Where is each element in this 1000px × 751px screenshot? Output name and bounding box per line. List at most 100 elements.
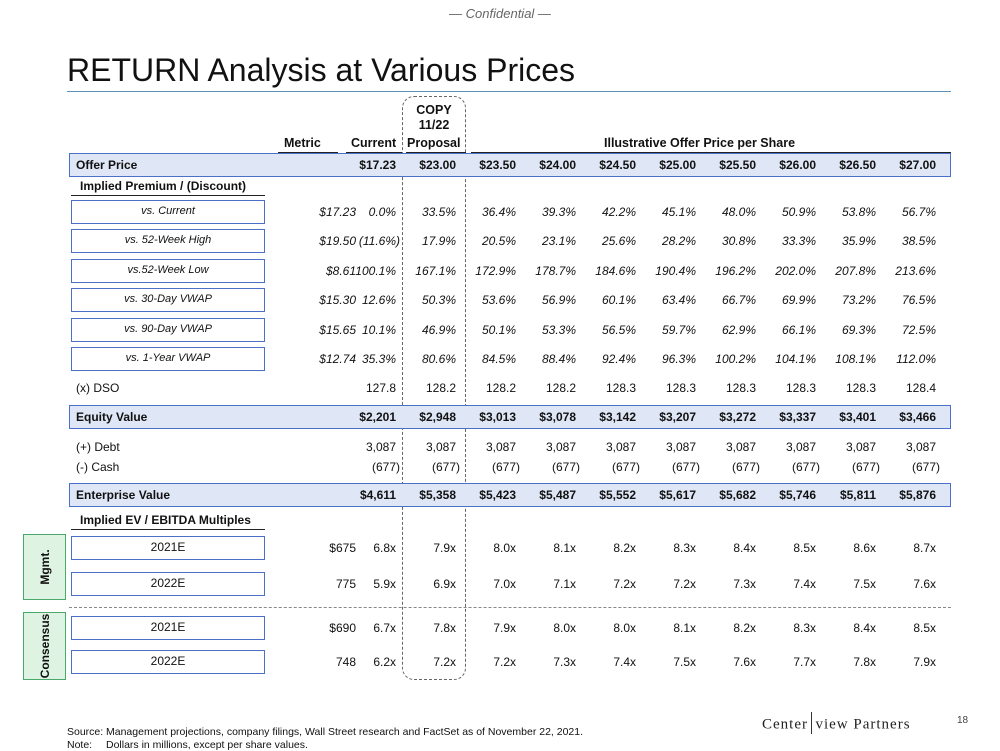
proposal-highlight-box (402, 96, 466, 680)
cell: 7.0x (493, 577, 516, 591)
enterprise-value-row: Enterprise Value $4,611 $5,358 $5,423 $5… (0, 483, 1000, 507)
cell: 53.6% (481, 293, 516, 307)
cell: 56.5% (601, 323, 636, 337)
cell: 3,087 (485, 440, 516, 454)
cell: $3,466 (899, 410, 936, 424)
source-text: Management projections, company filings,… (106, 726, 584, 738)
cell: $5,617 (659, 488, 696, 502)
cell: 30.8% (721, 234, 756, 248)
cell: 63.4% (661, 293, 696, 307)
cell: 80.6% (421, 352, 456, 366)
cell: 3,087 (365, 440, 396, 454)
cell: 213.6% (895, 264, 936, 278)
cell: 207.8% (835, 264, 876, 278)
cell: 42.2% (601, 205, 636, 219)
cell: 3,087 (425, 440, 456, 454)
cell: 50.3% (421, 293, 456, 307)
cell: $26.00 (779, 158, 816, 172)
cell: 8.2x (733, 621, 756, 635)
cell: (11.6%) (358, 234, 400, 248)
cell: 36.4% (481, 205, 516, 219)
premium-section-label: Implied Premium / (Discount) (80, 179, 247, 193)
table-row: 775 5.9x 6.9x 7.0x 7.1x 7.2x 7.2x 7.3x 7.4x 7.5x 7… (0, 572, 1000, 596)
table-row: $12.74 35.3% 80.6% 84.5% 88.4% 92.4% 96.3% 100.… (0, 347, 1000, 371)
cell: 128.3 (785, 381, 816, 395)
cell: 3,087 (725, 440, 756, 454)
cell: $3,207 (659, 410, 696, 424)
cell: 8.5x (793, 541, 816, 555)
cell: 8.2x (613, 541, 636, 555)
row-label-box: vs. 30-Day VWAP (71, 288, 265, 312)
cell: 128.2 (485, 381, 516, 395)
cell: 25.6% (601, 234, 636, 248)
mgmt-group-box: Mgmt. (23, 534, 66, 600)
metric-cell: 775 (335, 577, 356, 591)
current-header: Current (351, 136, 397, 150)
cell: 128.4 (905, 381, 936, 395)
cell: 17.9% (421, 234, 456, 248)
cell: 7.6x (913, 577, 936, 591)
table-row: $19.50 (11.6%) 17.9% 20.5% 23.1% 25.6% 28.2% 30… (0, 229, 1000, 253)
cell: 8.0x (553, 621, 576, 635)
cell: 167.1% (415, 264, 456, 278)
dso-label: (x) DSO (76, 381, 120, 395)
title-rule (67, 91, 951, 92)
cell: 178.7% (535, 264, 576, 278)
premium-section-rule (71, 195, 265, 196)
cell: 96.3% (661, 352, 696, 366)
cell: 5.9x (373, 577, 396, 591)
cell: (677) (851, 460, 880, 474)
cell: 45.1% (661, 205, 696, 219)
metric-cell: $15.30 (319, 293, 356, 307)
cell: $3,142 (599, 410, 636, 424)
cell: 8.1x (673, 621, 696, 635)
cell: (677) (491, 460, 520, 474)
cell: (677) (611, 460, 640, 474)
cell: $17.23 (359, 158, 396, 172)
cell: 56.9% (541, 293, 576, 307)
cell: 84.5% (481, 352, 516, 366)
logo-divider (810, 712, 813, 734)
cell: 190.4% (655, 264, 696, 278)
current-header-rule (346, 152, 402, 153)
cell: 3,087 (665, 440, 696, 454)
cell: 8.0x (613, 621, 636, 635)
cell: (677) (671, 460, 700, 474)
equity-value-row: Equity Value $2,201 $2,948 $3,013 $3,078… (0, 405, 1000, 429)
cell: 7.5x (673, 655, 696, 669)
cell: $4,611 (359, 488, 396, 502)
copy-line1: COPY (416, 103, 452, 117)
cell: 56.7% (901, 205, 936, 219)
cell: 6.9x (433, 577, 456, 591)
row-label-box: 2022E (71, 650, 265, 674)
note-label: Note: (67, 739, 93, 751)
note-text: Dollars in millions, except per share va… (106, 739, 308, 751)
cell: 7.3x (733, 577, 756, 591)
cell: 8.3x (673, 541, 696, 555)
table-row: $690 6.7x 7.8x 7.9x 8.0x 8.0x 8.1x 8.2x 8.3x 8.4x… (0, 616, 1000, 640)
cell: 60.1% (601, 293, 636, 307)
cell: 7.6x (733, 655, 756, 669)
cell: 104.1% (775, 352, 816, 366)
table-row: $15.30 12.6% 50.3% 53.6% 56.9% 60.1% 63.4% 66.7… (0, 288, 1000, 312)
offer-range-header-rule (471, 152, 951, 153)
cell: 172.9% (475, 264, 516, 278)
cell: 12.6% (361, 293, 396, 307)
cell: 8.1x (553, 541, 576, 555)
cell: 7.8x (433, 621, 456, 635)
cell: $25.00 (659, 158, 696, 172)
cell: $3,401 (839, 410, 876, 424)
cell: 128.3 (665, 381, 696, 395)
cell: 3,087 (545, 440, 576, 454)
equity-value-label: Equity Value (76, 410, 148, 424)
cell: 8.5x (913, 621, 936, 635)
cash-row: (-) Cash (677) (677) (677) (677) (677) (… (0, 455, 1000, 479)
cell: 23.1% (541, 234, 576, 248)
metric-cell: $12.74 (319, 352, 356, 366)
cell: (677) (371, 460, 400, 474)
cell: 108.1% (835, 352, 876, 366)
cell: 53.3% (541, 323, 576, 337)
cell: 8.7x (913, 541, 936, 555)
cell: 92.4% (601, 352, 636, 366)
cell: 8.3x (793, 621, 816, 635)
